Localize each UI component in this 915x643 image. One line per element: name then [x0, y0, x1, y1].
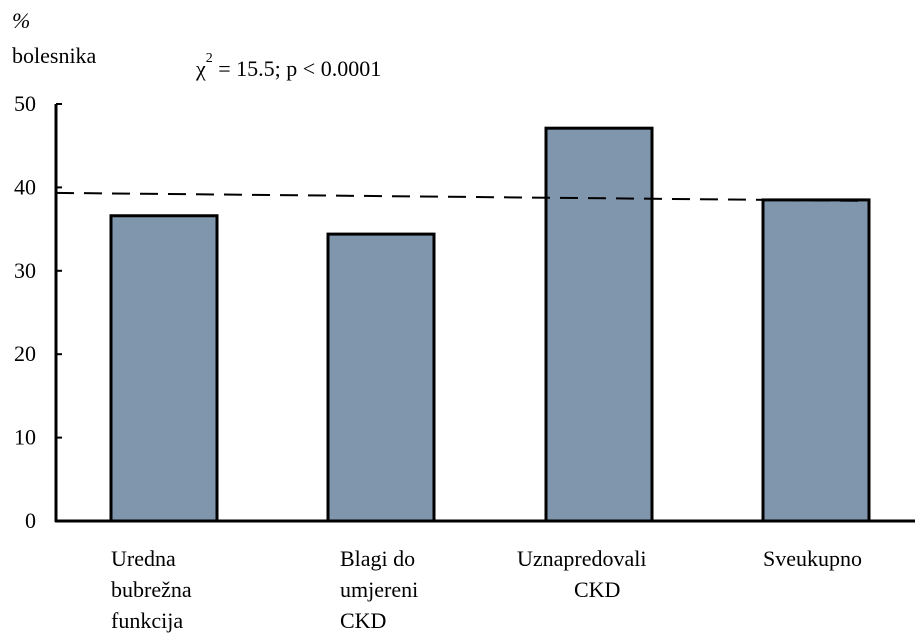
annotation-text: = 15.5; p < 0.0001: [213, 56, 381, 81]
category-label: Blagi do: [340, 546, 415, 571]
bar: [326, 232, 436, 523]
category-label: bubrežna: [111, 577, 192, 602]
category-label: Uredna: [111, 546, 176, 571]
y-axis-label-line: bolesnika: [12, 43, 97, 68]
bar: [761, 198, 871, 523]
category-label: Uznapredovali: [517, 546, 647, 571]
y-tick-label: 50: [14, 91, 36, 116]
bar: [544, 126, 654, 523]
annotation-chi: χ: [195, 56, 206, 81]
category-label: umjereni: [340, 577, 418, 602]
bar: [109, 214, 219, 523]
y-tick-label: 20: [14, 341, 36, 366]
y-axis-label-line: %: [12, 8, 30, 33]
bars: [109, 126, 871, 523]
category-label: funkcija: [111, 608, 183, 633]
y-tick-label: 30: [14, 258, 36, 283]
category-labels: Uredna bubrežna funkcija Blagi do umjereni CK…: [111, 546, 862, 633]
category-label: Sveukupno: [763, 546, 862, 571]
statistic-annotation: χ2 = 15.5; p < 0.0001: [195, 51, 381, 81]
y-tick-label: 0: [25, 508, 36, 533]
y-axis-ticks: 0 10 20 30 40 50: [14, 91, 62, 533]
category-label: CKD: [574, 577, 620, 602]
reference-dashed-line: [55, 191, 871, 202]
category-label: CKD: [340, 608, 386, 633]
y-tick-label: 40: [14, 174, 36, 199]
reference-line: [55, 191, 871, 202]
y-axis-label: % bolesnika: [12, 8, 97, 68]
y-tick-label: 10: [14, 425, 36, 450]
annotation-superscript: 2: [206, 51, 213, 66]
